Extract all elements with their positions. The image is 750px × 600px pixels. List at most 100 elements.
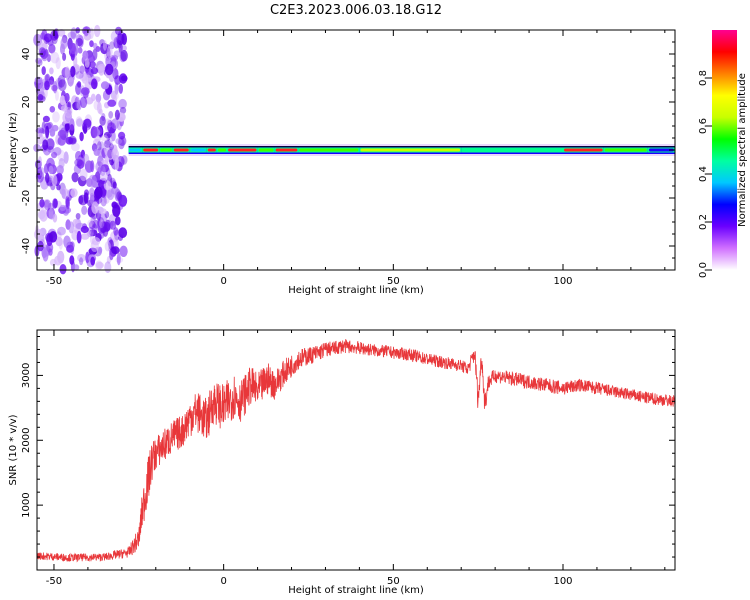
noise-blob [97,141,102,151]
noise-blob [62,52,67,61]
noise-blob [82,153,90,165]
noise-blob [57,250,65,264]
band-segment-core [258,148,274,152]
y-tick-label: 0 [21,147,32,153]
noise-blob [99,165,106,177]
noise-blob [90,240,100,252]
noise-blob [63,151,69,164]
colorbar-tick-label: 0.8 [698,70,709,86]
y-tick-label: 20 [21,96,32,109]
band-segment-core [173,148,189,152]
noise-blob [80,87,90,96]
noise-blob [68,221,75,234]
noise-blob [59,264,67,275]
noise-blob [64,111,73,123]
noise-blob [89,192,95,205]
noise-blob [77,47,83,54]
noise-blob [115,216,121,226]
noise-blob [44,80,50,91]
noise-blob [45,125,50,139]
noise-blob [80,225,89,234]
noise-blob [100,134,109,142]
y-tick-label: 3000 [21,363,32,388]
noise-blob [69,118,75,131]
noise-blob [91,223,98,234]
noise-blob [75,213,81,220]
noise-blob [48,43,56,54]
x-tick-label: 100 [553,276,572,287]
noise-blob [58,79,67,92]
noise-blob [83,26,89,37]
snr-x-ticks: -50 0 50 100 [46,330,666,587]
noise-blob [75,99,80,109]
noise-blob [78,194,88,206]
noise-blob [94,24,101,38]
colorbar-gradient [712,30,737,270]
noise-blob [112,204,121,218]
noise-blob [69,255,75,265]
noise-blob [107,122,115,132]
noise-blob [65,196,70,210]
noise-blob [95,261,104,269]
noise-blob [69,241,75,249]
band-segment-core [190,148,206,152]
noise-blob [121,75,128,82]
noise-blob [111,118,120,130]
noise-blob [52,111,60,123]
noise-blob [114,157,120,171]
noise-blob [91,201,99,214]
noise-blob [114,75,122,85]
y-tick-label: -40 [21,238,32,254]
noise-blob [97,166,102,176]
noise-blob [75,82,82,96]
noise-blob [121,45,127,52]
y-tick-label: -20 [21,190,32,206]
noise-blob [49,128,56,137]
noise-blob [93,100,101,111]
noise-blob [52,213,58,223]
noise-blob [65,196,70,208]
noise-blob [118,194,128,207]
noise-blob [41,66,46,76]
band-segment-core [217,148,227,152]
band-segment-core [207,148,216,152]
noise-blob [79,257,84,266]
noise-blob [59,204,67,211]
noise-blob [68,77,74,87]
noise-blob [85,74,91,83]
noise-blob [82,50,89,61]
noise-blob [50,51,60,64]
spectrogram-y-ticks: -40 -20 0 20 40 [21,41,675,259]
noise-blob [70,188,78,198]
band-segment-core [462,148,562,152]
noise-blob [113,50,121,58]
band-segment-core [275,148,298,152]
colorbar-ticks: 0.0 0.2 0.4 0.6 0.8 [698,70,712,278]
noise-blob [114,109,120,121]
band-segment-core [143,148,159,152]
noise-blob [84,58,90,68]
noise-blob [116,252,121,266]
x-tick-label: -50 [46,576,62,587]
x-tick-label: -50 [46,276,62,287]
noise-blob [102,40,108,51]
snr-panel: -50 0 50 100 1000 2000 3000 Height of straigh… [8,329,676,596]
noise-blob [120,50,128,62]
noise-blob [51,174,58,186]
noise-blob [88,27,94,39]
noise-blob [39,209,48,222]
noise-blob [98,108,103,115]
band-segment-core [604,148,647,152]
x-tick-label: 50 [387,276,400,287]
noise-blob [55,90,59,101]
noise-blob [90,256,95,266]
noise-blob [51,84,58,92]
band-segment-core [160,148,172,152]
noise-blob [77,254,86,262]
noise-blob [88,220,96,230]
noise-blob [59,95,66,106]
noise-blob [42,199,50,208]
noise-blob [57,74,66,88]
noise-blob [91,78,98,90]
